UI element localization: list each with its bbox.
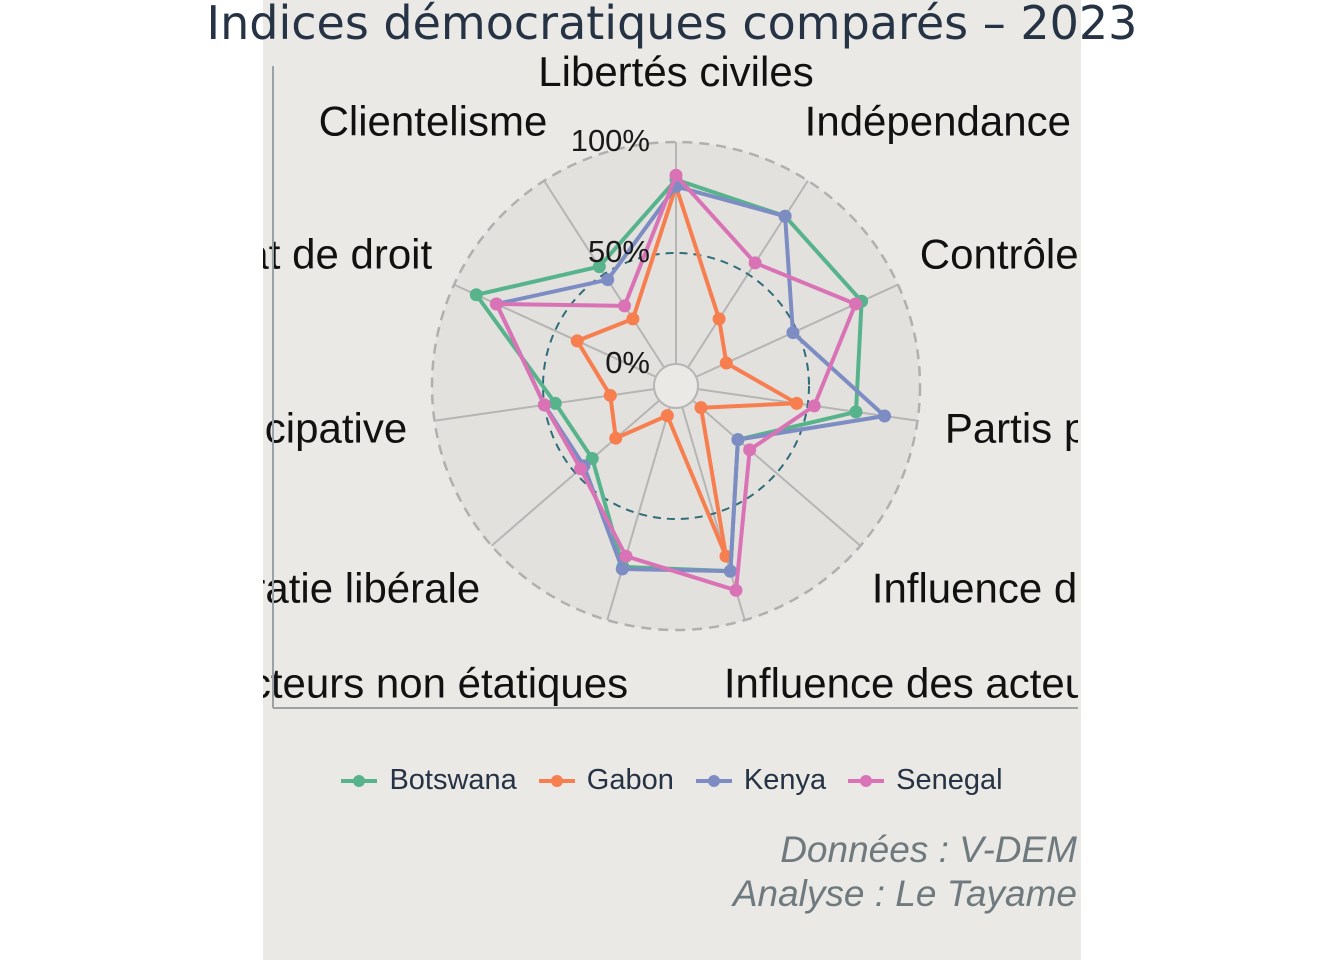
axis-label: Influence du gouvernement: [872, 564, 1344, 611]
series-point-kenya: [615, 562, 629, 576]
series-point-senegal: [574, 462, 588, 476]
series-point-kenya: [786, 326, 800, 340]
series-point-gabon: [660, 409, 674, 423]
caption-source: Données : V-DEM: [780, 829, 1077, 870]
legend-item-gabon: Gabon: [538, 764, 674, 797]
series-point-botswana: [548, 396, 562, 410]
caption: Données : V-DEM Analyse : Le Tayame: [733, 828, 1077, 916]
series-point-senegal: [849, 297, 863, 311]
legend: Botswana Gabon Kenya Senegal: [263, 764, 1081, 797]
series-point-kenya: [723, 564, 737, 578]
radar-spoke: [606, 406, 671, 621]
legend-key-senegal: [848, 774, 885, 787]
radar-spoke: [691, 399, 862, 547]
series-point-senegal: [748, 256, 762, 270]
series-point-senegal: [669, 168, 683, 182]
legend-item-senegal: Senegal: [848, 764, 1003, 797]
series-point-gabon: [790, 396, 804, 410]
axis-label: Indépendance judiciaire: [805, 98, 1249, 145]
series-point-gabon: [609, 431, 623, 445]
chart-title: Indices démocratiques comparés – 2023: [206, 0, 1138, 50]
axis-label: Partis politiques: [945, 404, 1241, 451]
axis-label: Influence des acteurs non étatiques: [0, 659, 628, 706]
series-point-senegal: [619, 549, 633, 563]
axis-label: Influence des acteurs étatiques: [724, 659, 1305, 706]
radial-tick-label: 50%: [588, 234, 650, 269]
series-point-senegal: [807, 399, 821, 413]
series-point-botswana: [469, 288, 483, 302]
radar-grid-100: [430, 140, 922, 632]
series-point-botswana: [592, 260, 606, 274]
radar-grid-50: [542, 252, 810, 520]
series-point-gabon: [712, 312, 726, 326]
legend-label-senegal: Senegal: [896, 764, 1003, 796]
axis-label: État de droit: [206, 230, 433, 277]
legend-item-botswana: Botswana: [341, 764, 517, 797]
axis-label: Démocratie participative: [0, 404, 407, 451]
legend-item-kenya: Kenya: [695, 764, 827, 797]
radar-spoke: [453, 283, 657, 378]
axis-label: Libertés civiles: [538, 48, 813, 95]
series-point-kenya: [731, 433, 745, 447]
series-point-gabon: [694, 401, 708, 415]
series-point-botswana: [585, 452, 599, 466]
series-point-kenya: [878, 409, 892, 423]
series-point-kenya: [601, 273, 615, 287]
series-point-senegal: [617, 299, 631, 313]
series-point-gabon: [570, 334, 584, 348]
caption-author: Analyse : Le Tayame: [732, 873, 1077, 914]
radial-tick-label: 0%: [605, 345, 650, 380]
series-point-senegal: [537, 398, 551, 412]
radar-inner-ring: [653, 363, 699, 409]
series-point-senegal: [729, 583, 743, 597]
series-point-gabon: [603, 388, 617, 402]
series-line-senegal: [494, 173, 858, 593]
legend-key-botswana: [341, 774, 378, 787]
legend-key-gabon: [538, 774, 575, 787]
series-point-gabon: [719, 356, 733, 370]
series-point-senegal: [489, 297, 503, 311]
series-line-gabon: [575, 184, 799, 559]
legend-label-kenya: Kenya: [743, 764, 827, 796]
legend-label-botswana: Botswana: [389, 764, 517, 796]
axis-label: Démocratie libérale: [118, 564, 480, 611]
series-point-gabon: [626, 312, 640, 326]
series-point-botswana: [849, 405, 863, 419]
axis-label: Clientelisme: [319, 98, 548, 145]
legend-key-kenya: [695, 774, 732, 787]
legend-label-gabon: Gabon: [586, 764, 674, 796]
axis-label: Contrôle législatif: [920, 230, 1242, 277]
series-point-senegal: [743, 443, 757, 457]
series-point-kenya: [778, 209, 792, 223]
radial-tick-label: 100%: [571, 123, 650, 158]
